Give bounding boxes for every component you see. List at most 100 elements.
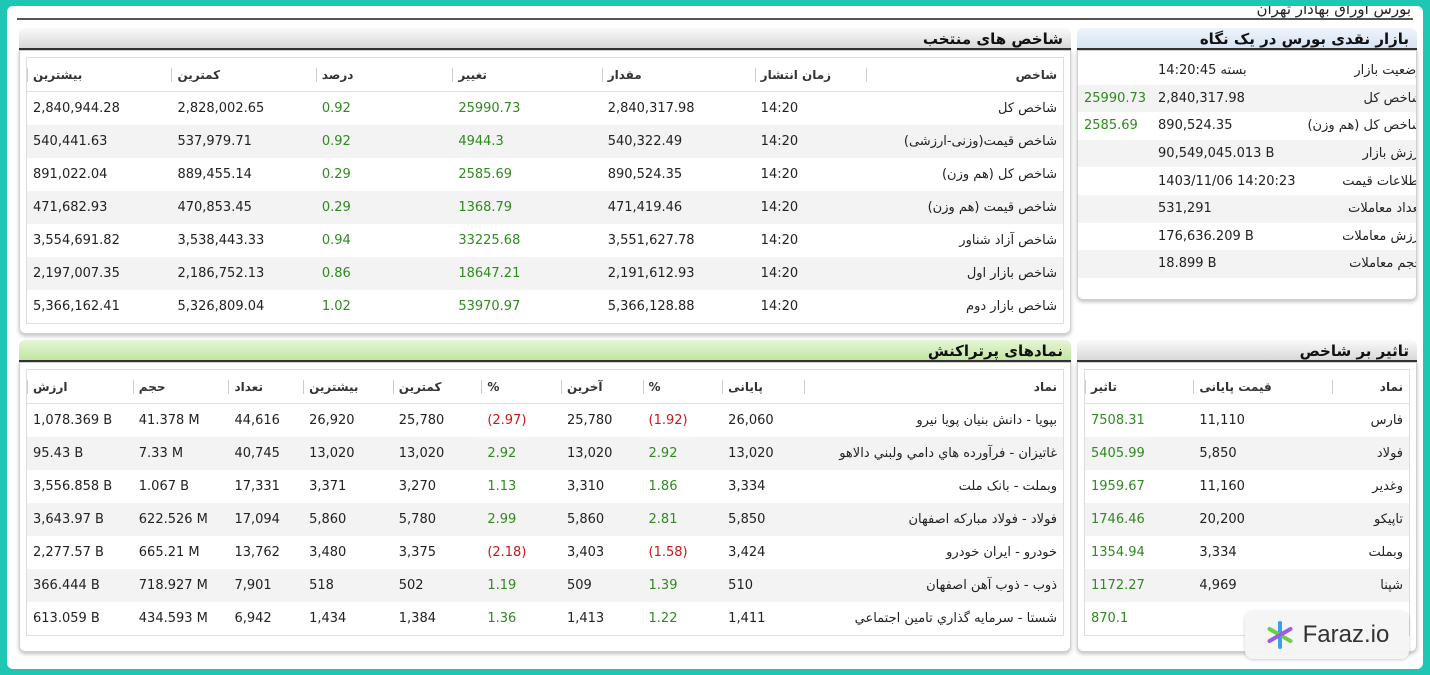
impact-price: 20,200 [1193,503,1333,536]
glance-change [1078,250,1153,278]
indices-col-header[interactable]: کمترین [171,58,316,92]
index-time: 14:20 [754,257,867,290]
indices-col-header[interactable]: تغییر [452,58,602,92]
column-separator [754,68,756,82]
glance-label: اطلاعات قیمت [1342,173,1417,189]
active-col-header[interactable]: % [642,370,723,404]
title-divider [17,18,1413,20]
index-row[interactable]: شاخص آزاد شناور 14:20 3,551,627.78 33225.68… [27,224,1063,257]
index-name: شاخص آزاد شناور [959,233,1057,248]
active-row[interactable]: فولاد - فولاد مبارکه اصفهان 5,850 2.81 5,86… [27,503,1063,536]
active-col-header[interactable]: بیشترین [303,370,393,404]
index-low: 2,828,002.65 [177,101,265,116]
column-label: بیشترین [309,379,359,394]
indices-panel: شاخص زمان انتشار مقدار تغییر درصد کمترین بیشتر… [19,50,1071,334]
impact-price: 11,110 [1199,413,1245,428]
last-price: 3,310 [566,479,605,494]
impact-row[interactable]: فولاد 5,850 5405.99 [1085,437,1409,470]
impact-col-header[interactable]: نماد [1332,370,1409,404]
close-percent: 1.39 [642,569,723,602]
indices-col-header[interactable]: بیشترین [27,58,172,92]
column-label: درصد [321,67,354,82]
trade-volume: 718.927 M [132,569,229,602]
symbol-name: غاتیزان - فرآورده هاي دامي ولبني دالاهو [803,437,1063,470]
last-price: 3,403 [566,545,605,560]
impact-row[interactable]: شپنا 4,969 1172.27 [1085,569,1409,602]
index-row[interactable]: شاخص کل (هم وزن) 14:20 890,524.35 2585.69 0.… [27,158,1063,191]
trade-value: 3,556.858 B [33,479,113,494]
indices-col-header[interactable]: زمان انتشار [754,58,867,92]
active-col-header[interactable]: نماد [803,370,1063,404]
impact-value: 1746.46 [1085,503,1194,536]
indices-panel-header: شاخص های منتخب [19,28,1071,50]
index-row[interactable]: شاخص قیمت(وزنی-ارزشی) 14:20 540,322.49 4944… [27,125,1063,158]
impact-row[interactable]: تاپیکو 20,200 1746.46 [1085,503,1409,536]
impact-value: 7508.31 [1091,413,1145,428]
impact-row[interactable]: وبملت 3,334 1354.94 [1085,536,1409,569]
high-price: 5,860 [303,503,393,536]
high-price: 3,371 [309,479,347,494]
low-price: 3,270 [398,479,436,494]
indices-col-header[interactable]: مقدار [601,58,755,92]
column-separator [132,380,134,394]
high-price: 13,020 [303,437,393,470]
index-row[interactable]: شاخص بازار اول 14:20 2,191,612.93 18647.21 0… [27,257,1063,290]
last-percent: 1.19 [481,569,561,602]
active-col-header[interactable]: پایانی [722,370,804,404]
impact-col-header[interactable]: تاثیر [1085,370,1194,404]
high-price: 3,480 [309,545,347,560]
index-low: 2,186,752.13 [171,257,316,290]
active-row[interactable]: شستا - سرمایه گذاري تامین اجتماعي 1,411 1.… [27,602,1063,635]
indices-col-header[interactable]: شاخص [866,58,1063,92]
glance-label: ارزش معاملات [1342,228,1417,244]
active-col-header[interactable]: آخرین [560,370,643,404]
active-row[interactable]: بپویا - دانش بنیان پویا نیرو 26,060 (1.92)… [27,404,1063,438]
index-percent: 0.92 [315,125,453,158]
active-col-header[interactable]: ارزش [27,370,133,404]
active-row[interactable]: خودرو - ایران خودرو 3,424 (1.58) 3,403 (2.18… [27,536,1063,569]
active-col-header[interactable]: تعداد [228,370,304,404]
impact-symbol: فولاد [1332,437,1409,470]
last-price: 509 [560,569,643,602]
active-col-header[interactable]: حجم [132,370,229,404]
index-percent: 0.86 [315,257,453,290]
active-row[interactable]: غاتیزان - فرآورده هاي دامي ولبني دالاهو 1… [27,437,1063,470]
index-row[interactable]: شاخص قیمت (هم وزن) 14:20 471,419.46 1368.79… [27,191,1063,224]
glance-row: ارزش بازار 90,549,045.013 B [1078,139,1416,168]
index-change: 4944.3 [452,125,602,158]
close-price: 13,020 [722,437,804,470]
impact-row[interactable]: فارس 11,110 7508.31 [1085,404,1409,438]
index-time: 14:20 [754,191,867,224]
active-col-header[interactable]: کمترین [392,370,482,404]
index-change: 2585.69 [458,167,513,182]
index-row[interactable]: شاخص بازار دوم 14:20 5,366,128.88 53970.97 1… [27,290,1063,323]
trade-value: 613.059 B [33,611,100,626]
trade-count: 40,745 [228,437,304,470]
active-col-header[interactable]: % [481,370,561,404]
index-name: شاخص بازار دوم [966,299,1057,314]
glance-change: 2585.69 [1084,118,1138,134]
column-label: کمترین [177,67,221,82]
indices-col-header[interactable]: درصد [315,58,453,92]
close-price: 26,060 [728,413,774,428]
column-label: قیمت پایانی [1199,379,1272,394]
active-row[interactable]: وبملت - بانک ملت 3,334 1.86 3,310 1.13 3,270 3… [27,470,1063,503]
glance-table: وضعیت بازار بسته 14:20:45 شاخص کل 2,840,317… [1078,57,1417,278]
last-price: 1,413 [566,611,605,626]
last-percent: 2.99 [481,503,561,536]
index-row[interactable]: شاخص کل 14:20 2,840,317.98 25990.73 0.92 2,82… [27,92,1063,126]
impact-row[interactable]: وغدیر 11,160 1959.67 [1085,470,1409,503]
close-percent: 2.81 [642,503,723,536]
index-low: 470,853.45 [171,191,316,224]
trade-volume: 434.593 M [138,611,208,626]
impact-col-header[interactable]: قیمت پایانی [1193,370,1333,404]
column-label: % [648,379,661,394]
index-high: 2,840,944.28 [33,101,120,116]
trade-count: 17,331 [234,479,280,494]
index-time: 14:20 [754,125,867,158]
column-label: کمترین [398,379,442,394]
active-row[interactable]: ذوب - ذوب آهن اصفهان 510 1.39 509 1.19 502 518… [27,569,1063,602]
glance-label: وضعیت بازار [1354,63,1417,79]
trade-volume: 41.378 M [138,413,200,428]
impact-row[interactable]: 870.1 [1085,602,1409,635]
